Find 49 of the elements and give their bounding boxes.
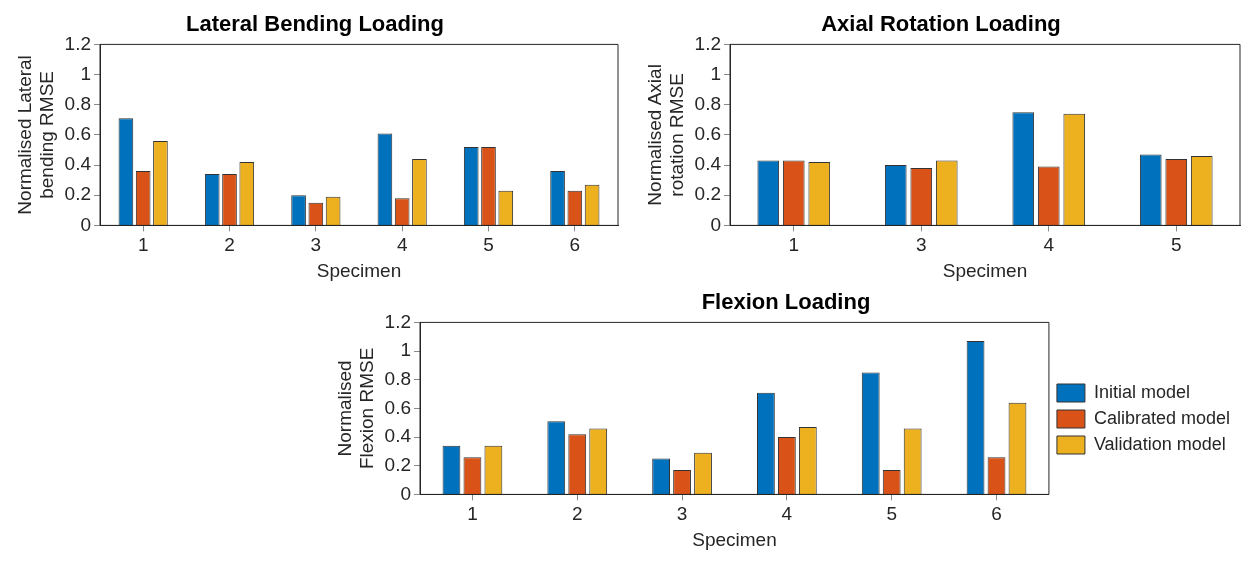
legend-label: Calibrated model (1093, 407, 1231, 428)
y-tick-label: 0.8 (384, 367, 412, 389)
y-tick-label: 0.4 (64, 153, 92, 175)
y-tick-label: 0.8 (64, 92, 92, 114)
x-tick-label: 3 (676, 503, 688, 525)
y-tick-label: 0 (80, 213, 92, 235)
chart-title: Axial Rotation Loading (821, 11, 1061, 37)
y-tick-label: 0.2 (384, 453, 412, 475)
y-axis-title: Normalised Axial rotation RMSE (643, 64, 688, 206)
y-tick-label: 0 (710, 213, 722, 235)
x-tick-label: 1 (788, 234, 800, 256)
y-tick-label: 1 (710, 62, 722, 84)
y-tick-label: 0.4 (384, 425, 412, 447)
x-axis-title: Specimen (316, 259, 402, 281)
y-tick-label: 0.2 (64, 183, 92, 205)
x-tick-label: 2 (571, 503, 583, 525)
x-axis-title: Specimen (692, 528, 777, 550)
x-tick-label: 4 (1043, 234, 1055, 256)
y-tick-label: 0.6 (384, 396, 412, 418)
y-axis-title: Normalised Lateral bending RMSE (13, 55, 58, 215)
x-tick-label: 4 (781, 503, 793, 525)
y-axis-title: Normalised Flexion RMSE (333, 347, 378, 470)
x-tick-label: 3 (310, 234, 322, 256)
y-tick-label: 0 (400, 482, 412, 504)
y-tick-label: 1.2 (384, 310, 412, 332)
x-tick-label: 5 (483, 234, 494, 256)
x-tick-label: 3 (915, 234, 927, 256)
x-tick-label: 5 (1170, 234, 1182, 256)
x-tick-label: 2 (224, 234, 235, 256)
y-tick-label: 0.6 (64, 123, 92, 145)
legend-label: Initial model (1093, 381, 1190, 402)
y-tick-label: 1.2 (694, 32, 722, 54)
x-tick-label: 1 (137, 234, 149, 256)
y-tick-label: 0.2 (694, 183, 722, 205)
chart-title: Flexion Loading (701, 289, 871, 315)
y-tick-label: 1.2 (64, 32, 92, 54)
legend-label: Validation model (1093, 433, 1226, 454)
y-tick-label: 1 (80, 62, 92, 84)
y-tick-label: 0.4 (694, 153, 722, 175)
x-tick-label: 4 (396, 234, 408, 256)
x-tick-label: 6 (569, 234, 581, 256)
x-axis-title: Specimen (942, 259, 1028, 281)
x-tick-label: 5 (886, 503, 897, 525)
chart-title: Lateral Bending Loading (186, 11, 444, 37)
x-tick-label: 6 (991, 503, 1002, 525)
y-tick-label: 1 (400, 339, 412, 361)
x-tick-label: 1 (467, 503, 478, 525)
y-tick-label: 0.6 (694, 123, 722, 145)
y-tick-label: 0.8 (694, 92, 722, 114)
